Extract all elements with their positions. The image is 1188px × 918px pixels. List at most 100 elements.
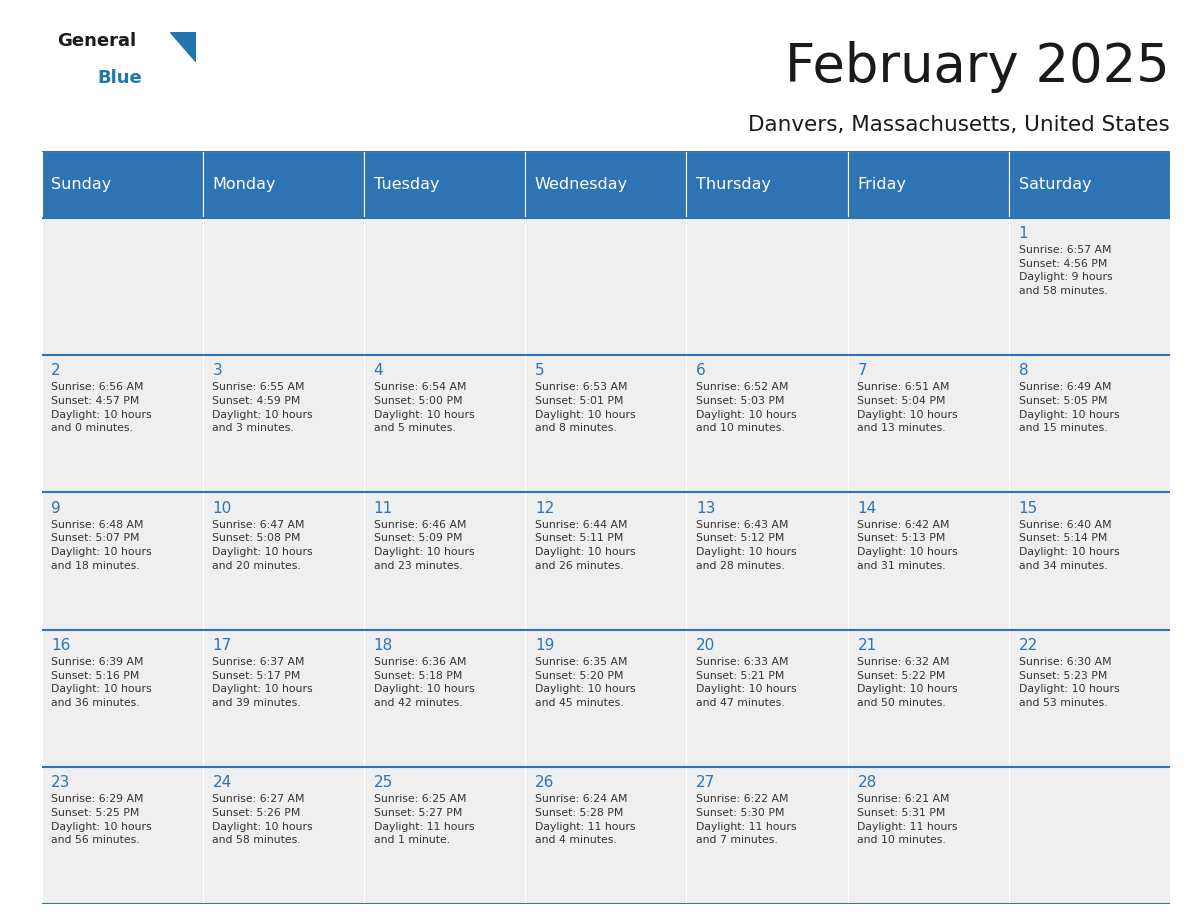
Text: Danvers, Massachusetts, United States: Danvers, Massachusetts, United States [748,115,1170,135]
Text: Sunrise: 6:39 AM
Sunset: 5:16 PM
Daylight: 10 hours
and 36 minutes.: Sunrise: 6:39 AM Sunset: 5:16 PM Dayligh… [51,657,152,708]
Text: Sunrise: 6:42 AM
Sunset: 5:13 PM
Daylight: 10 hours
and 31 minutes.: Sunrise: 6:42 AM Sunset: 5:13 PM Dayligh… [858,520,958,571]
Text: Sunrise: 6:29 AM
Sunset: 5:25 PM
Daylight: 10 hours
and 56 minutes.: Sunrise: 6:29 AM Sunset: 5:25 PM Dayligh… [51,794,152,845]
FancyBboxPatch shape [687,151,848,218]
FancyBboxPatch shape [525,151,687,218]
Text: 27: 27 [696,775,715,790]
Text: Thursday: Thursday [696,177,771,192]
Text: Sunrise: 6:51 AM
Sunset: 5:04 PM
Daylight: 10 hours
and 13 minutes.: Sunrise: 6:51 AM Sunset: 5:04 PM Dayligh… [858,383,958,433]
FancyBboxPatch shape [687,492,848,630]
Text: 26: 26 [535,775,555,790]
FancyBboxPatch shape [364,767,525,904]
Text: Sunrise: 6:36 AM
Sunset: 5:18 PM
Daylight: 10 hours
and 42 minutes.: Sunrise: 6:36 AM Sunset: 5:18 PM Dayligh… [374,657,474,708]
FancyBboxPatch shape [203,630,364,767]
FancyBboxPatch shape [364,151,525,218]
FancyBboxPatch shape [1009,767,1170,904]
FancyBboxPatch shape [364,492,525,630]
Text: Sunrise: 6:22 AM
Sunset: 5:30 PM
Daylight: 11 hours
and 7 minutes.: Sunrise: 6:22 AM Sunset: 5:30 PM Dayligh… [696,794,797,845]
Text: Tuesday: Tuesday [374,177,440,192]
Text: 17: 17 [213,638,232,653]
FancyBboxPatch shape [687,355,848,492]
Polygon shape [170,32,196,62]
Text: Sunrise: 6:56 AM
Sunset: 4:57 PM
Daylight: 10 hours
and 0 minutes.: Sunrise: 6:56 AM Sunset: 4:57 PM Dayligh… [51,383,152,433]
FancyBboxPatch shape [42,218,203,355]
FancyBboxPatch shape [203,767,364,904]
Text: Sunrise: 6:43 AM
Sunset: 5:12 PM
Daylight: 10 hours
and 28 minutes.: Sunrise: 6:43 AM Sunset: 5:12 PM Dayligh… [696,520,797,571]
Text: 10: 10 [213,500,232,516]
Text: Sunrise: 6:44 AM
Sunset: 5:11 PM
Daylight: 10 hours
and 26 minutes.: Sunrise: 6:44 AM Sunset: 5:11 PM Dayligh… [535,520,636,571]
Text: 28: 28 [858,775,877,790]
FancyBboxPatch shape [525,355,687,492]
Text: 25: 25 [374,775,393,790]
Text: 21: 21 [858,638,877,653]
Text: Sunrise: 6:24 AM
Sunset: 5:28 PM
Daylight: 11 hours
and 4 minutes.: Sunrise: 6:24 AM Sunset: 5:28 PM Dayligh… [535,794,636,845]
Text: 18: 18 [374,638,393,653]
FancyBboxPatch shape [848,630,1009,767]
FancyBboxPatch shape [848,355,1009,492]
FancyBboxPatch shape [203,218,364,355]
FancyBboxPatch shape [203,492,364,630]
Text: 15: 15 [1018,500,1038,516]
FancyBboxPatch shape [687,630,848,767]
Text: Sunrise: 6:37 AM
Sunset: 5:17 PM
Daylight: 10 hours
and 39 minutes.: Sunrise: 6:37 AM Sunset: 5:17 PM Dayligh… [213,657,314,708]
Text: Sunrise: 6:53 AM
Sunset: 5:01 PM
Daylight: 10 hours
and 8 minutes.: Sunrise: 6:53 AM Sunset: 5:01 PM Dayligh… [535,383,636,433]
FancyBboxPatch shape [687,218,848,355]
Text: 24: 24 [213,775,232,790]
Text: 12: 12 [535,500,554,516]
FancyBboxPatch shape [1009,355,1170,492]
FancyBboxPatch shape [525,218,687,355]
FancyBboxPatch shape [42,767,203,904]
Text: Sunday: Sunday [51,177,112,192]
Text: 13: 13 [696,500,715,516]
FancyBboxPatch shape [1009,630,1170,767]
FancyBboxPatch shape [525,492,687,630]
Text: Sunrise: 6:49 AM
Sunset: 5:05 PM
Daylight: 10 hours
and 15 minutes.: Sunrise: 6:49 AM Sunset: 5:05 PM Dayligh… [1018,383,1119,433]
Text: Wednesday: Wednesday [535,177,628,192]
FancyBboxPatch shape [42,355,203,492]
FancyBboxPatch shape [525,630,687,767]
Text: 4: 4 [374,364,384,378]
Text: Sunrise: 6:32 AM
Sunset: 5:22 PM
Daylight: 10 hours
and 50 minutes.: Sunrise: 6:32 AM Sunset: 5:22 PM Dayligh… [858,657,958,708]
Text: 20: 20 [696,638,715,653]
Text: Sunrise: 6:48 AM
Sunset: 5:07 PM
Daylight: 10 hours
and 18 minutes.: Sunrise: 6:48 AM Sunset: 5:07 PM Dayligh… [51,520,152,571]
Text: Sunrise: 6:47 AM
Sunset: 5:08 PM
Daylight: 10 hours
and 20 minutes.: Sunrise: 6:47 AM Sunset: 5:08 PM Dayligh… [213,520,314,571]
Text: Saturday: Saturday [1018,177,1092,192]
Text: Sunrise: 6:52 AM
Sunset: 5:03 PM
Daylight: 10 hours
and 10 minutes.: Sunrise: 6:52 AM Sunset: 5:03 PM Dayligh… [696,383,797,433]
Text: Sunrise: 6:40 AM
Sunset: 5:14 PM
Daylight: 10 hours
and 34 minutes.: Sunrise: 6:40 AM Sunset: 5:14 PM Dayligh… [1018,520,1119,571]
Text: Sunrise: 6:46 AM
Sunset: 5:09 PM
Daylight: 10 hours
and 23 minutes.: Sunrise: 6:46 AM Sunset: 5:09 PM Dayligh… [374,520,474,571]
Text: 1: 1 [1018,226,1029,241]
Text: 8: 8 [1018,364,1029,378]
Text: 23: 23 [51,775,70,790]
FancyBboxPatch shape [848,492,1009,630]
Text: 16: 16 [51,638,70,653]
Text: Friday: Friday [858,177,906,192]
Text: 22: 22 [1018,638,1038,653]
FancyBboxPatch shape [1009,218,1170,355]
Text: Sunrise: 6:33 AM
Sunset: 5:21 PM
Daylight: 10 hours
and 47 minutes.: Sunrise: 6:33 AM Sunset: 5:21 PM Dayligh… [696,657,797,708]
FancyBboxPatch shape [687,767,848,904]
Text: Sunrise: 6:25 AM
Sunset: 5:27 PM
Daylight: 11 hours
and 1 minute.: Sunrise: 6:25 AM Sunset: 5:27 PM Dayligh… [374,794,474,845]
FancyBboxPatch shape [848,218,1009,355]
FancyBboxPatch shape [203,151,364,218]
FancyBboxPatch shape [848,151,1009,218]
Text: 7: 7 [858,364,867,378]
Text: 11: 11 [374,500,393,516]
FancyBboxPatch shape [1009,492,1170,630]
FancyBboxPatch shape [42,492,203,630]
FancyBboxPatch shape [364,630,525,767]
FancyBboxPatch shape [848,767,1009,904]
FancyBboxPatch shape [525,767,687,904]
Text: Monday: Monday [213,177,276,192]
FancyBboxPatch shape [364,218,525,355]
Text: 5: 5 [535,364,544,378]
Text: 14: 14 [858,500,877,516]
Text: General: General [57,32,137,50]
Text: 9: 9 [51,500,61,516]
FancyBboxPatch shape [203,355,364,492]
Text: 3: 3 [213,364,222,378]
FancyBboxPatch shape [1009,151,1170,218]
Text: February 2025: February 2025 [785,41,1170,94]
Text: 6: 6 [696,364,706,378]
Text: 2: 2 [51,364,61,378]
Text: Sunrise: 6:27 AM
Sunset: 5:26 PM
Daylight: 10 hours
and 58 minutes.: Sunrise: 6:27 AM Sunset: 5:26 PM Dayligh… [213,794,314,845]
Text: Sunrise: 6:54 AM
Sunset: 5:00 PM
Daylight: 10 hours
and 5 minutes.: Sunrise: 6:54 AM Sunset: 5:00 PM Dayligh… [374,383,474,433]
